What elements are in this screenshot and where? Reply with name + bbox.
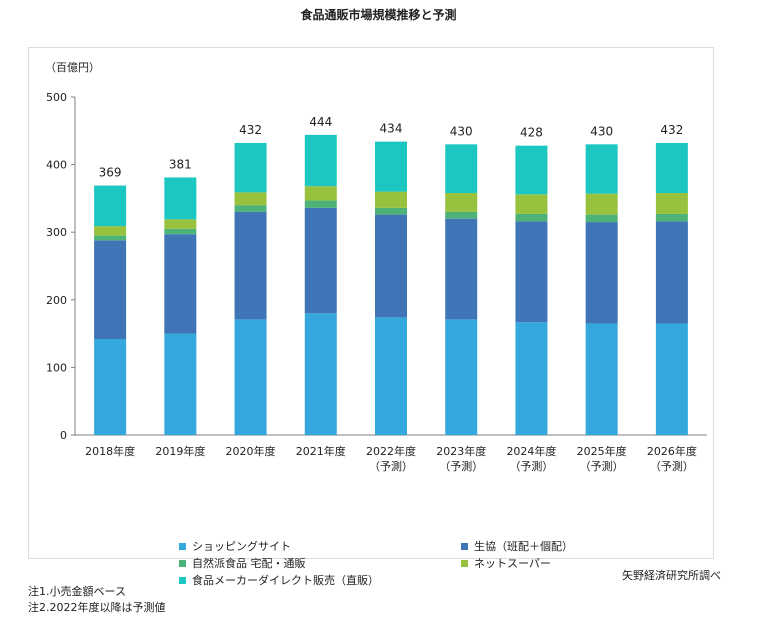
x-tick-label: （予測）	[439, 459, 483, 473]
bar-segment	[445, 218, 478, 320]
chart-bars	[94, 134, 688, 435]
legend-item: 自然派食品 宅配・通販	[179, 555, 306, 571]
bar-segment	[375, 191, 407, 208]
chart-title: 食品通販市場規模推移と予測	[300, 8, 457, 22]
bar-segment	[515, 194, 548, 214]
x-tick-label: （予測）	[369, 459, 413, 473]
legend-swatch	[179, 576, 186, 584]
bar-segment	[515, 322, 548, 435]
bar-total-label: 428	[520, 126, 543, 140]
bar-segment	[655, 323, 688, 435]
bar-total-label: 444	[309, 115, 332, 129]
legend-label: 生協（班配＋個配）	[474, 540, 573, 553]
bar-segment	[304, 134, 337, 187]
bar-segment	[164, 219, 197, 229]
y-tick-label: 100	[46, 361, 67, 374]
source-credit: 矢野経済研究所調べ	[622, 569, 721, 582]
bar-segment	[234, 142, 267, 193]
bar-segment	[164, 333, 197, 435]
bar-segment	[655, 142, 688, 193]
x-tick-label: 2020年度	[226, 444, 276, 458]
x-tick-label: 2019年度	[155, 444, 205, 458]
bar-total-label: 430	[590, 124, 613, 138]
bar-segment	[655, 213, 688, 222]
y-tick-label: 200	[46, 294, 67, 307]
legend-item: 生協（班配＋個配）	[461, 538, 573, 554]
x-tick-label: 2021年度	[296, 444, 346, 458]
bar-segment	[304, 200, 337, 208]
bar-segment	[234, 319, 267, 435]
bar-segment	[515, 221, 548, 323]
legend-item: ネットスーパー	[461, 555, 551, 571]
bar-total-label: 434	[380, 122, 403, 136]
legend-item: 食品メーカーダイレクト販売（直販）	[179, 572, 379, 588]
bar-segment	[164, 177, 197, 220]
x-tick-label: 2025年度	[577, 444, 627, 458]
x-tick-label: 2026年度	[647, 444, 697, 458]
chart-frame: （百億円） 0 100 200 300 400 500 369 2018年度 381 2019年度 4…	[28, 47, 714, 587]
legend-swatch	[461, 542, 468, 550]
bar-segment	[164, 234, 197, 334]
note-1: 注1.小売金額ベース	[28, 585, 126, 598]
bar-segment	[585, 144, 618, 194]
bar-segment	[94, 185, 127, 227]
x-tick-label: （予測）	[580, 459, 624, 473]
bar-segment	[94, 240, 127, 340]
bar-segment	[585, 323, 618, 435]
chart-labels: （百億円） 0 100 200 300 400 500 369 2018年度 381 2019年度 4…	[45, 61, 697, 473]
bar-segment	[375, 207, 407, 215]
y-axis-label: （百億円）	[45, 61, 100, 74]
bar-segment	[585, 214, 618, 223]
y-tick-label: 0	[60, 429, 67, 442]
bar-segment	[304, 186, 337, 201]
x-tick-label: （予測）	[650, 459, 694, 473]
y-tick-label: 400	[46, 159, 67, 172]
bar-total-label: 381	[169, 157, 192, 171]
bar-segment	[585, 193, 618, 215]
bar-segment	[234, 211, 267, 320]
bar-total-label: 369	[99, 166, 122, 180]
bar-segment	[234, 205, 267, 212]
bar-segment	[445, 192, 478, 212]
bar-total-label: 432	[239, 123, 262, 137]
legend-label: 食品メーカーダイレクト販売（直販）	[192, 574, 379, 587]
legend-swatch	[179, 542, 186, 550]
bar-total-label: 430	[450, 124, 473, 138]
legend-label: ショッピングサイト	[192, 540, 291, 553]
bar-segment	[445, 319, 478, 435]
chart-notes: 注1.小売金額ベース 注2.2022年度以降は予測値	[28, 584, 166, 616]
legend-label: ネットスーパー	[474, 557, 551, 570]
bar-segment	[94, 339, 127, 435]
bar-segment	[445, 144, 478, 193]
y-tick-label: 500	[46, 91, 67, 104]
bar-segment	[304, 313, 337, 435]
bar-segment	[304, 207, 337, 314]
bar-segment	[655, 221, 688, 324]
bar-segment	[515, 145, 548, 195]
legend-item: ショッピングサイト	[179, 538, 291, 554]
bar-segment	[445, 211, 478, 219]
x-tick-label: 2018年度	[85, 444, 135, 458]
legend-swatch	[461, 559, 468, 567]
bar-segment	[375, 141, 407, 192]
stacked-bar-chart: （百億円） 0 100 200 300 400 500 369 2018年度 381 2019年度 4…	[45, 61, 707, 473]
note-2: 注2.2022年度以降は予測値	[28, 601, 166, 614]
y-tick-label: 300	[46, 226, 67, 239]
bar-segment	[655, 192, 688, 214]
x-tick-label: 2022年度	[366, 444, 416, 458]
bar-segment	[375, 214, 407, 318]
x-tick-label: （予測）	[509, 459, 553, 473]
bar-segment	[164, 228, 197, 235]
bar-segment	[375, 317, 407, 435]
legend-swatch	[179, 559, 186, 567]
x-tick-label: 2023年度	[436, 444, 486, 458]
bar-segment	[515, 213, 548, 222]
bar-segment	[585, 222, 618, 324]
bar-segment	[234, 192, 267, 206]
legend-label: 自然派食品 宅配・通販	[192, 557, 306, 570]
bar-segment	[94, 226, 127, 236]
bar-segment	[94, 235, 127, 241]
bar-total-label: 432	[660, 123, 683, 137]
x-tick-label: 2024年度	[506, 444, 556, 458]
